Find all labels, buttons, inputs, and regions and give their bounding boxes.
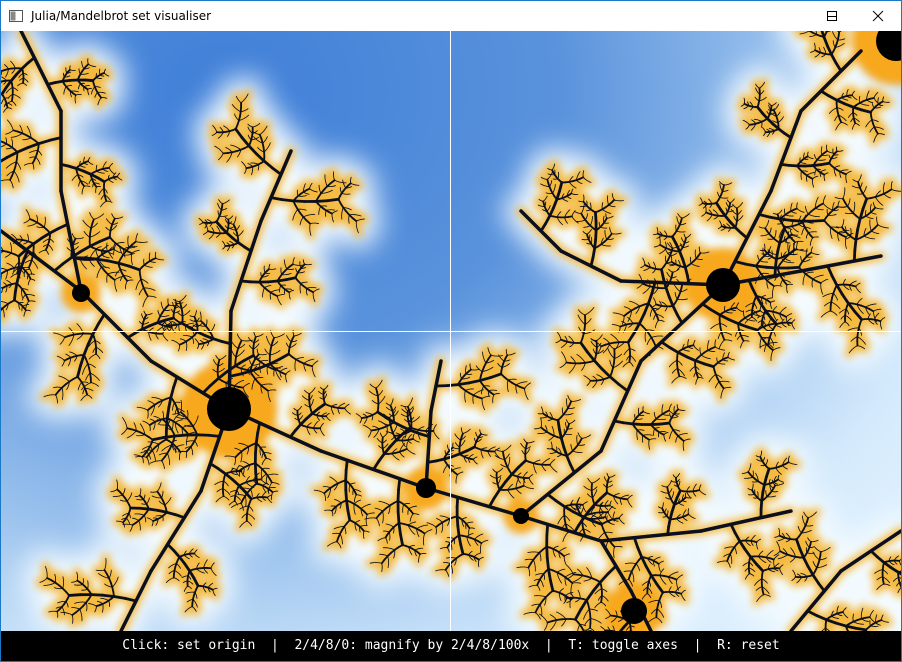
status-text: Click: set origin | 2/4/8/0: magnify by … bbox=[1, 638, 901, 653]
title-bar: Julia/Mandelbrot set visualiser bbox=[1, 1, 901, 31]
window-title: Julia/Mandelbrot set visualiser bbox=[31, 9, 211, 23]
close-button[interactable] bbox=[855, 1, 901, 31]
fractal-view[interactable] bbox=[1, 31, 901, 631]
fractal-image bbox=[1, 31, 901, 631]
app-icon bbox=[9, 10, 23, 22]
maximize-button[interactable] bbox=[809, 1, 855, 31]
status-bar: Click: set origin | 2/4/8/0: magnify by … bbox=[1, 631, 901, 661]
